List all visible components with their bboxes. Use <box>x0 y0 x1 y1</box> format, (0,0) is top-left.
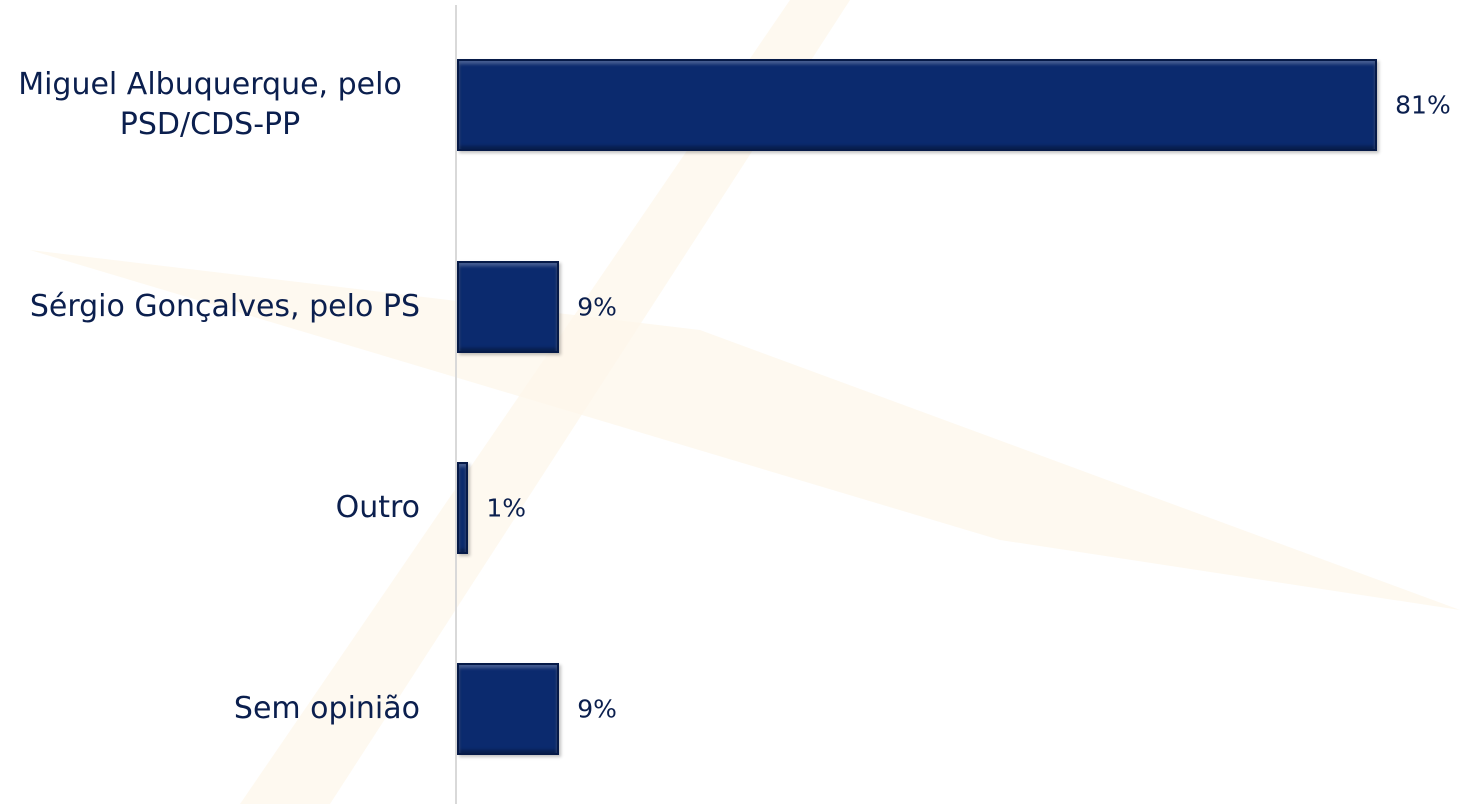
category-text: Sérgio Gonçalves, pelo PS <box>29 289 420 324</box>
category-text: Miguel Albuquerque, pelo PSD/CDS-PP <box>18 67 402 142</box>
value-label: 1% <box>486 493 527 523</box>
category-text: Outro <box>335 490 420 525</box>
bar <box>457 59 1378 151</box>
category-label: Sem opinião <box>0 689 420 729</box>
bar <box>457 261 560 353</box>
value-label: 81% <box>1395 90 1451 120</box>
bar <box>457 663 560 755</box>
category-text: Sem opinião <box>233 691 420 726</box>
axis-line <box>455 5 457 804</box>
category-label: Miguel Albuquerque, pelo PSD/CDS-PP <box>0 65 420 145</box>
bar <box>457 462 469 554</box>
category-label: Outro <box>0 488 420 528</box>
value-label: 9% <box>577 292 617 322</box>
value-label: 9% <box>577 694 617 724</box>
category-label: Sérgio Gonçalves, pelo PS <box>0 287 420 327</box>
